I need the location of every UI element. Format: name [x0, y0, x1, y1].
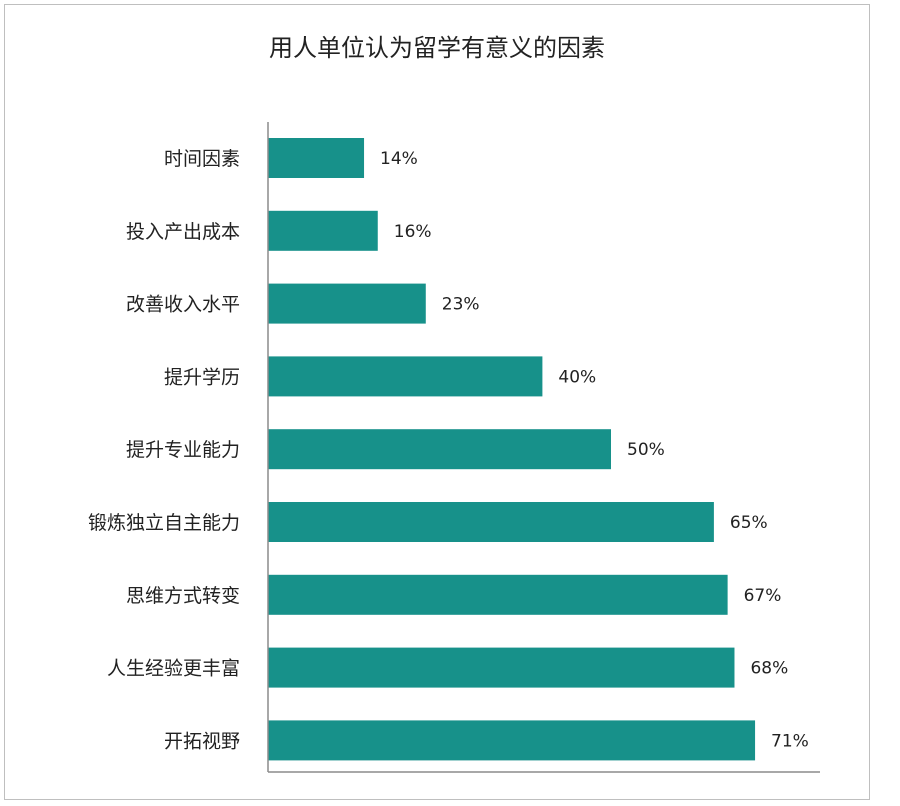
data-label: 68%: [750, 659, 788, 679]
category-label: 锻炼独立自主能力: [88, 512, 240, 534]
bar-6: [268, 502, 714, 542]
category-label: 开拓视野: [164, 730, 240, 752]
data-label: 67%: [744, 586, 782, 606]
bar-5: [268, 429, 611, 470]
data-label: 23%: [442, 295, 480, 315]
data-label: 40%: [558, 367, 596, 387]
bar-2: [268, 210, 378, 251]
chart-title: 用人单位认为留学有意义的因素: [269, 34, 605, 62]
category-label: 提升专业能力: [126, 439, 240, 461]
data-label: 50%: [627, 440, 665, 460]
category-label: 思维方式转变: [126, 585, 240, 607]
data-label: 71%: [771, 731, 809, 751]
bars-group: 时间因素 14% 投入产出成本 16% 改善收入水平 23% 提升学历 40% 提升专业能力 50…: [88, 138, 809, 761]
bar-4: [268, 356, 543, 397]
bar-3: [268, 283, 426, 324]
category-label: 投入产出成本: [126, 221, 240, 243]
bar-9: [268, 720, 756, 761]
category-label: 时间因素: [164, 148, 240, 170]
data-label: 65%: [730, 513, 768, 533]
data-label: 14%: [380, 149, 418, 169]
data-label: 16%: [394, 222, 432, 242]
bar-7: [268, 574, 728, 615]
category-label: 提升学历: [164, 366, 240, 388]
bar-8: [268, 647, 735, 688]
category-label: 改善收入水平: [126, 294, 240, 316]
category-label: 人生经验更丰富: [107, 658, 240, 680]
bar-1: [268, 138, 365, 178]
